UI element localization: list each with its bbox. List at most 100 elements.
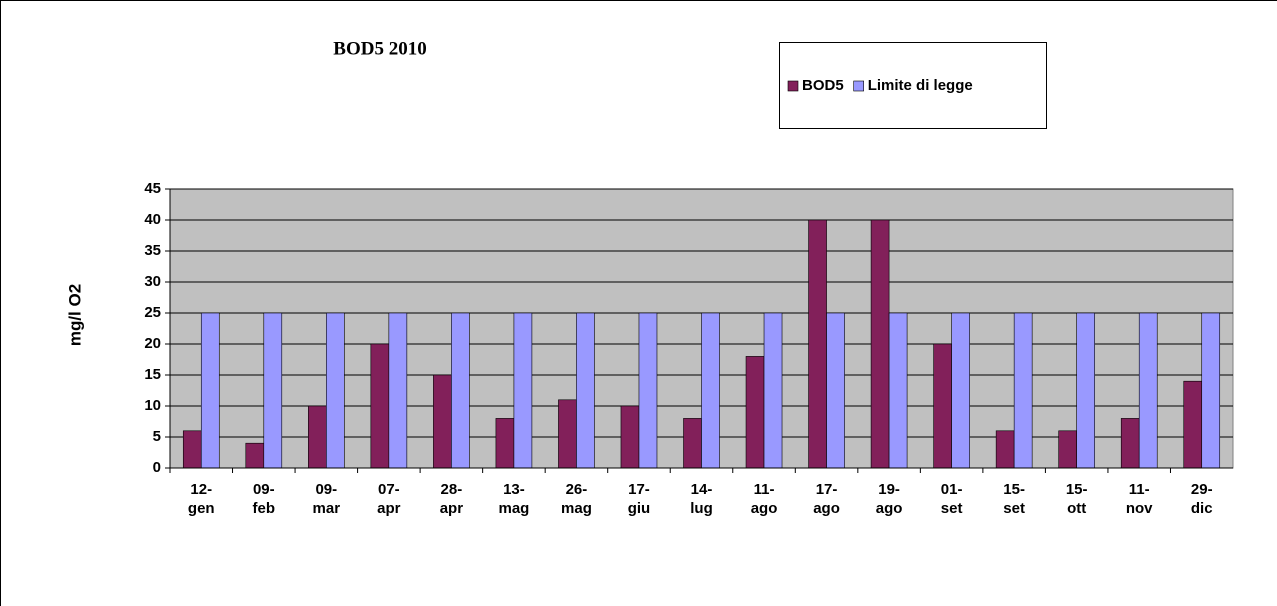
bar bbox=[620, 405, 640, 469]
x-tick-label-line: 07- bbox=[378, 481, 400, 498]
bar bbox=[326, 312, 345, 469]
x-tick-label-line: 09- bbox=[315, 481, 337, 498]
x-tick-label-line: ago bbox=[751, 500, 778, 517]
x-tick-label: 26- mag bbox=[561, 481, 592, 517]
x-tick-label-line: 28- bbox=[441, 481, 463, 498]
x-tick-label-line: gen bbox=[188, 500, 215, 517]
y-tick-label: 35 bbox=[144, 242, 161, 259]
bar bbox=[951, 312, 970, 469]
x-tick-label-line: 29- bbox=[1191, 481, 1213, 498]
y-tick-label: 5 bbox=[153, 428, 161, 445]
x-tick-label: 17- giu bbox=[628, 481, 651, 517]
bar bbox=[763, 312, 783, 469]
x-tick-label: 09- mar bbox=[313, 481, 341, 517]
x-tick-label-line: set bbox=[1003, 500, 1025, 517]
bar bbox=[245, 442, 265, 469]
bar bbox=[1120, 418, 1140, 469]
y-axis-label: mg/l O2 bbox=[65, 284, 84, 346]
x-tick-label-line: mag bbox=[561, 500, 592, 517]
x-tick-label: 29- dic bbox=[1191, 481, 1213, 517]
bar bbox=[370, 343, 390, 469]
y-tick-label: 30 bbox=[144, 273, 161, 290]
x-tick-label: 01- set bbox=[941, 481, 963, 517]
x-tick-label-line: 19- bbox=[878, 481, 900, 498]
bar bbox=[888, 312, 908, 469]
y-tick-label: 20 bbox=[144, 335, 161, 352]
x-tick-label-line: 15- bbox=[1066, 481, 1088, 498]
bar bbox=[308, 405, 327, 469]
bar bbox=[513, 312, 533, 469]
x-tick-label: 09- feb bbox=[253, 481, 276, 517]
x-tick-label-line: apr bbox=[377, 500, 401, 517]
x-tick-label: 12- gen bbox=[188, 481, 215, 517]
bar bbox=[182, 430, 202, 469]
x-tick-label-line: set bbox=[941, 500, 963, 517]
bar bbox=[451, 312, 470, 469]
x-tick-label-line: ago bbox=[813, 500, 840, 517]
x-tick-label-line: dic bbox=[1191, 500, 1213, 517]
bar bbox=[933, 343, 952, 469]
y-tick-label: 10 bbox=[144, 397, 161, 414]
x-tick-label: 17- ago bbox=[813, 481, 840, 517]
x-tick-label-line: 13- bbox=[503, 481, 525, 498]
bar bbox=[701, 312, 720, 469]
x-tick-label: 07- apr bbox=[377, 481, 401, 517]
bar bbox=[1058, 430, 1077, 469]
bar bbox=[808, 219, 827, 469]
x-tick-label-line: 14- bbox=[691, 481, 713, 498]
legend-swatch bbox=[787, 80, 799, 92]
x-tick-label-line: apr bbox=[440, 500, 464, 517]
bar bbox=[200, 312, 220, 469]
x-tick-label: 19- ago bbox=[876, 481, 903, 517]
x-tick-label: 13- mag bbox=[498, 481, 529, 517]
x-tick-label-line: 26- bbox=[566, 481, 588, 498]
x-tick-label: 15- set bbox=[1003, 481, 1025, 517]
x-tick-label-line: ott bbox=[1067, 500, 1086, 517]
x-tick-label-line: nov bbox=[1126, 500, 1153, 517]
y-tick-label: 25 bbox=[144, 304, 161, 321]
x-tick-label-line: giu bbox=[628, 500, 651, 517]
bar bbox=[433, 374, 452, 469]
bar bbox=[995, 430, 1015, 469]
bar bbox=[576, 312, 595, 469]
bar bbox=[1201, 312, 1221, 469]
chart-title: BOD5 2010 bbox=[333, 38, 426, 59]
x-tick-label: 11- ago bbox=[751, 481, 778, 517]
bar bbox=[1138, 312, 1158, 469]
x-tick-label-line: feb bbox=[253, 500, 276, 517]
y-tick-label: 15 bbox=[144, 366, 161, 383]
legend-label: BOD5 bbox=[802, 77, 844, 94]
x-tick-label: 14- lug bbox=[690, 481, 713, 517]
x-tick-label-line: 01- bbox=[941, 481, 963, 498]
x-tick-label-line: 15- bbox=[1003, 481, 1025, 498]
x-tick-label-line: 11- bbox=[1129, 481, 1150, 498]
bar bbox=[558, 399, 577, 469]
bar bbox=[683, 418, 702, 469]
bar bbox=[495, 418, 515, 469]
x-tick-label: 15- ott bbox=[1066, 481, 1088, 517]
bar bbox=[826, 312, 845, 469]
x-tick-label-line: 12- bbox=[190, 481, 212, 498]
bar bbox=[870, 219, 890, 469]
bar bbox=[388, 312, 408, 469]
legend-box bbox=[779, 42, 1047, 129]
x-tick-label-line: 09- bbox=[253, 481, 275, 498]
x-tick-label-line: 17- bbox=[816, 481, 838, 498]
x-tick-label: 11- nov bbox=[1126, 481, 1153, 517]
x-tick-label: 28- apr bbox=[440, 481, 464, 517]
y-tick-label: 0 bbox=[153, 459, 161, 476]
bar bbox=[638, 312, 658, 469]
x-tick-label-line: 11- bbox=[754, 481, 775, 498]
x-tick-label-line: mar bbox=[313, 500, 341, 517]
x-tick-label-line: ago bbox=[876, 500, 903, 517]
x-tick-label-line: 17- bbox=[628, 481, 650, 498]
legend-label: Limite di legge bbox=[868, 77, 973, 94]
bar bbox=[263, 312, 283, 469]
y-tick-label: 45 bbox=[144, 180, 161, 197]
legend-swatch bbox=[853, 80, 864, 92]
bar bbox=[1013, 312, 1033, 469]
bar bbox=[1076, 312, 1095, 469]
x-tick-label-line: mag bbox=[498, 500, 529, 517]
bar bbox=[745, 356, 765, 469]
